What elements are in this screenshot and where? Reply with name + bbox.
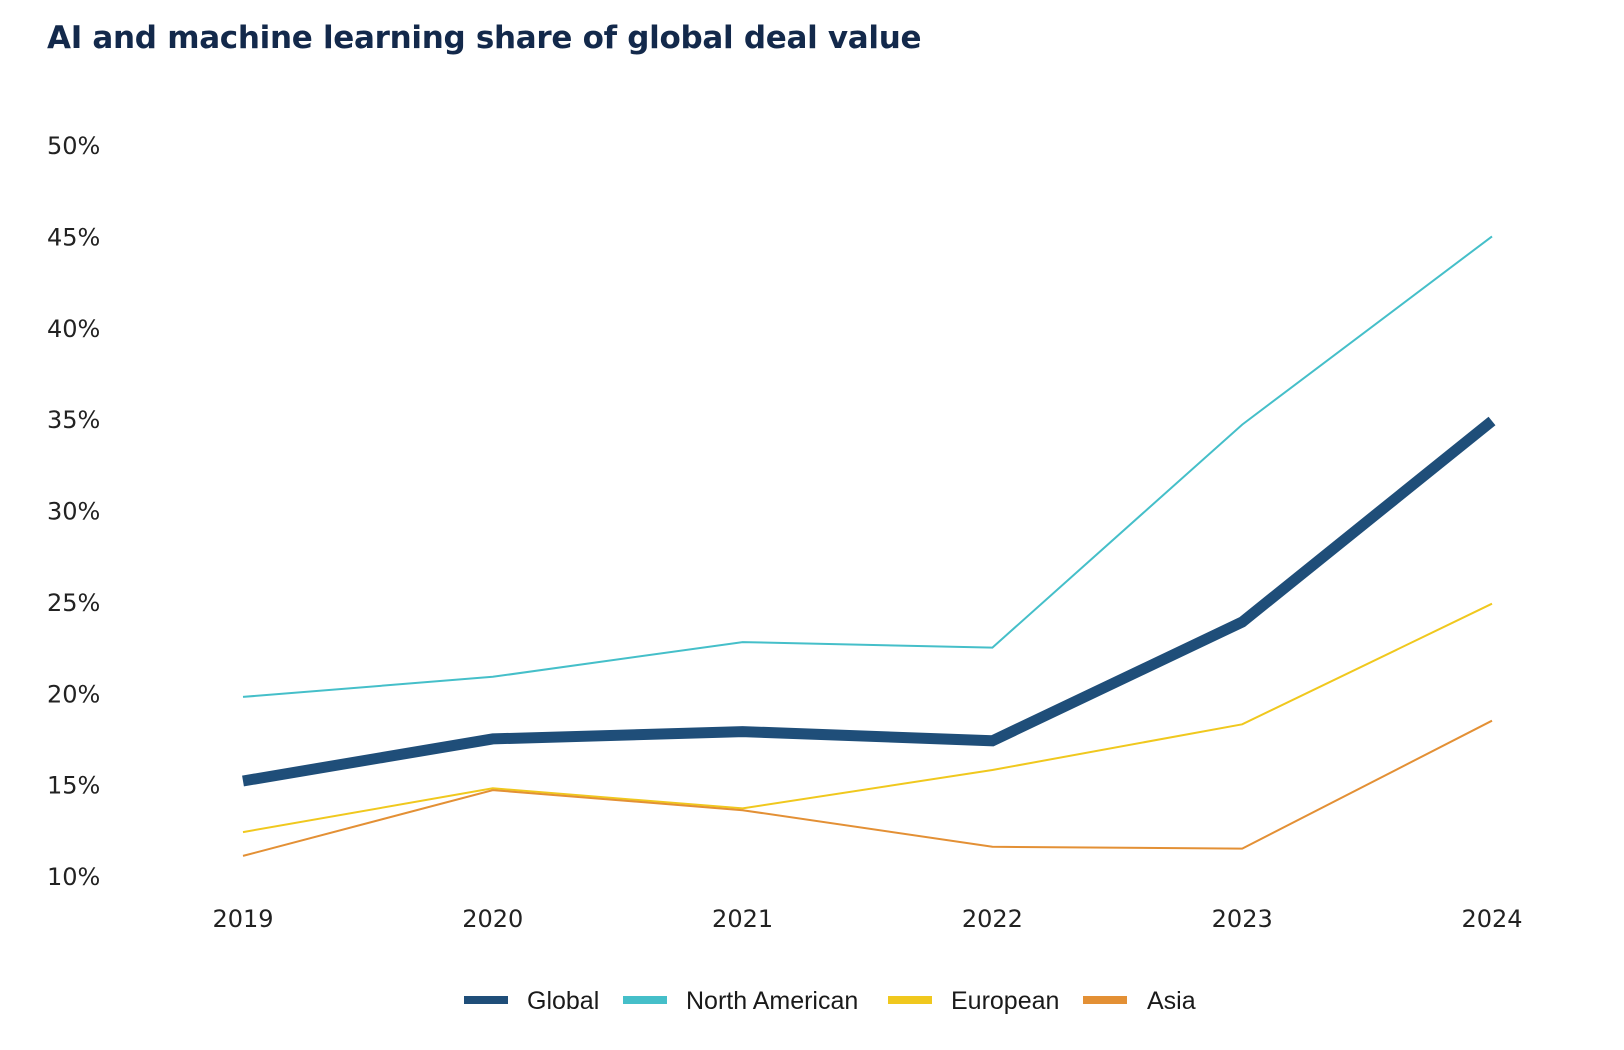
y-tick-label-35: 35% xyxy=(47,406,100,434)
legend-label-asia: Asia xyxy=(1147,987,1196,1015)
legend-item-european: European xyxy=(888,987,1059,1015)
series-layer xyxy=(242,235,1496,857)
y-tick-label-20: 20% xyxy=(47,680,100,708)
y-tick-label-10: 10% xyxy=(47,863,100,891)
legend-label-north-american: North American xyxy=(686,987,858,1015)
y-tick-label-45: 45% xyxy=(47,223,100,251)
x-axis: 2019 2020 2021 2022 2023 2024 xyxy=(212,905,1522,933)
y-tick-label-30: 30% xyxy=(47,498,100,526)
legend: Global North American European Asia xyxy=(464,987,1196,1015)
x-tick-label-2023: 2023 xyxy=(1212,905,1273,933)
x-tick-label-2021: 2021 xyxy=(712,905,773,933)
legend-swatch-asia xyxy=(1083,996,1127,1004)
x-tick-label-2020: 2020 xyxy=(462,905,523,933)
legend-swatch-north-american xyxy=(623,996,667,1004)
legend-item-asia: Asia xyxy=(1083,987,1196,1015)
y-tick-label-15: 15% xyxy=(47,772,100,800)
series-european xyxy=(242,602,1493,834)
legend-label-european: European xyxy=(951,987,1059,1015)
legend-item-north-american: North American xyxy=(623,987,858,1015)
series-line-asia xyxy=(242,719,1493,857)
series-line-global xyxy=(242,416,1496,787)
chart-title: AI and machine learning share of global … xyxy=(47,20,922,56)
x-tick-label-2019: 2019 xyxy=(212,905,273,933)
y-tick-label-50: 50% xyxy=(47,132,100,160)
legend-swatch-european xyxy=(888,996,932,1004)
legend-item-global: Global xyxy=(464,987,599,1015)
series-line-european xyxy=(242,602,1493,834)
x-tick-label-2022: 2022 xyxy=(962,905,1023,933)
x-tick-label-2024: 2024 xyxy=(1461,905,1522,933)
legend-label-global: Global xyxy=(527,987,599,1015)
y-axis: 10% 15% 20% 25% 30% 35% 40% 45% 50% xyxy=(47,132,100,891)
series-line-north-american xyxy=(242,235,1493,698)
legend-swatch-global xyxy=(464,996,508,1004)
y-tick-label-40: 40% xyxy=(47,315,100,343)
y-tick-label-25: 25% xyxy=(47,589,100,617)
series-global xyxy=(242,416,1496,787)
series-north-american xyxy=(242,235,1493,698)
series-asia xyxy=(242,719,1493,857)
